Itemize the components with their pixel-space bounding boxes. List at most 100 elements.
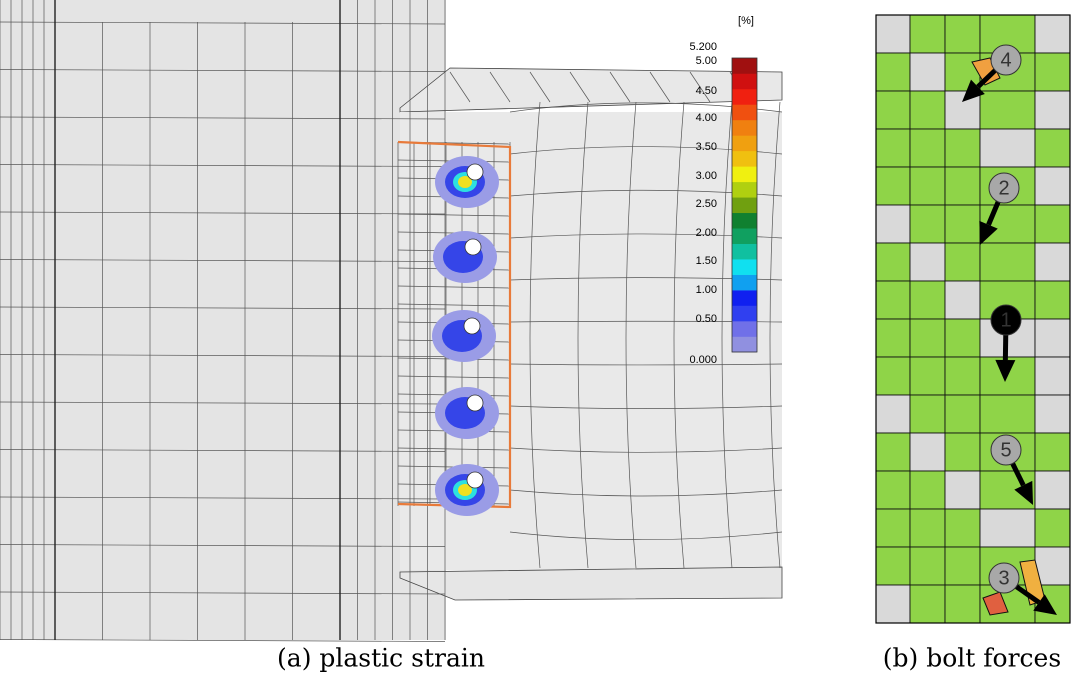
force-arrow-head — [995, 359, 1016, 382]
legend-label: 2.00 — [696, 227, 717, 239]
mesh-line — [673, 101, 685, 569]
legend-label: 5.00 — [696, 55, 717, 67]
bolt-number: 1 — [1000, 309, 1011, 331]
mesh-cell — [875, 90, 911, 130]
legend-label: 4.50 — [696, 85, 717, 97]
mesh-line — [509, 363, 783, 366]
legend-label: 1.50 — [696, 255, 717, 267]
bolt-hole — [466, 163, 484, 181]
mesh-cell — [909, 508, 946, 548]
mesh-line — [449, 71, 471, 103]
legend-label: 5.200 — [689, 41, 717, 53]
bolt — [988, 172, 1020, 204]
legend-swatch — [732, 212, 757, 229]
mesh-cell — [875, 318, 911, 358]
mesh-cell — [1034, 14, 1071, 54]
mesh-line — [529, 71, 551, 103]
legend-frame — [731, 57, 758, 353]
mesh-cell — [1034, 166, 1071, 206]
mesh-cell — [875, 242, 911, 282]
mesh-cell — [909, 470, 946, 510]
bolt-number: 3 — [998, 567, 1009, 589]
mesh-cell — [1034, 432, 1071, 472]
legend-swatch — [732, 104, 757, 121]
caption-a: (a) plastic strain — [277, 644, 485, 673]
mesh-cell — [875, 52, 911, 92]
mesh-cell — [979, 394, 1036, 434]
bolt-hole — [464, 238, 482, 256]
mesh-cell — [875, 546, 911, 586]
mesh-cell — [875, 470, 911, 510]
legend-swatch — [732, 150, 757, 167]
legend-swatch — [732, 181, 757, 198]
legend-label: 2.50 — [696, 198, 717, 210]
mesh-cell — [944, 508, 981, 548]
legend-swatch — [732, 274, 757, 291]
mesh-cell — [909, 432, 946, 472]
plastic-strain-panel — [0, 0, 783, 642]
mesh-cell — [909, 52, 946, 92]
mesh-line — [0, 639, 446, 642]
mesh-cell — [944, 318, 981, 358]
mesh-line — [0, 69, 446, 72]
mesh-line — [689, 71, 711, 103]
mesh-line — [0, 259, 446, 262]
mesh-cell — [1034, 546, 1071, 586]
mesh-cell — [944, 280, 981, 320]
legend-label: 1.00 — [696, 284, 717, 296]
mesh-cell — [1034, 204, 1071, 244]
mesh-cell — [979, 90, 1036, 130]
mesh-line — [509, 489, 783, 497]
bolt-hole — [466, 394, 484, 412]
mesh-cell — [1034, 280, 1071, 320]
mesh-cell — [979, 128, 1036, 168]
mesh-cell — [944, 470, 981, 510]
mesh-cell — [1034, 128, 1071, 168]
mesh-cell — [1034, 52, 1071, 92]
legend-label: 0.50 — [696, 313, 717, 325]
mesh-line — [577, 101, 589, 569]
mesh-cell — [944, 242, 981, 282]
legend-swatch — [732, 119, 757, 136]
mesh-line — [0, 211, 446, 215]
mesh-cell — [1034, 318, 1071, 358]
strain-zone — [458, 176, 472, 188]
mesh-line — [397, 213, 511, 217]
mesh-cell — [909, 280, 946, 320]
legend-label: 0.000 — [689, 354, 717, 366]
mesh-line — [0, 449, 446, 452]
mesh-cell — [875, 128, 911, 168]
legend-swatch — [732, 259, 757, 275]
legend-label: 4.00 — [696, 112, 717, 124]
mesh-cell — [944, 432, 981, 472]
mesh-line — [397, 285, 511, 289]
legend-swatch — [732, 58, 757, 74]
mesh-cell — [944, 356, 981, 396]
bolt — [988, 562, 1020, 594]
mesh-line — [769, 101, 781, 569]
mesh-cell — [909, 242, 946, 282]
bolt-hole — [463, 317, 481, 335]
bolt-forces-panel: 4 2 1 5 3 — [875, 14, 1071, 624]
mesh-line — [509, 405, 783, 409]
bolt-number: 4 — [1000, 49, 1011, 71]
mesh-cell — [944, 546, 981, 586]
mesh-line — [0, 306, 446, 310]
mesh-cell — [909, 166, 946, 206]
mesh-line — [397, 447, 511, 451]
legend-swatch — [732, 166, 757, 183]
force-arrow-head — [962, 79, 985, 102]
force-arrow-head — [1033, 594, 1057, 615]
mesh-cell — [909, 14, 946, 54]
mesh-cell — [909, 204, 946, 244]
bolt — [990, 304, 1022, 336]
mesh-line — [0, 401, 446, 405]
mesh-line — [0, 354, 446, 357]
mesh-cell — [1034, 508, 1071, 548]
mesh-line — [625, 101, 637, 569]
mesh-line — [397, 375, 511, 379]
legend-swatch — [732, 228, 757, 244]
bolt-hole — [466, 471, 484, 489]
mesh-line — [0, 496, 446, 500]
mesh-line — [509, 447, 783, 453]
